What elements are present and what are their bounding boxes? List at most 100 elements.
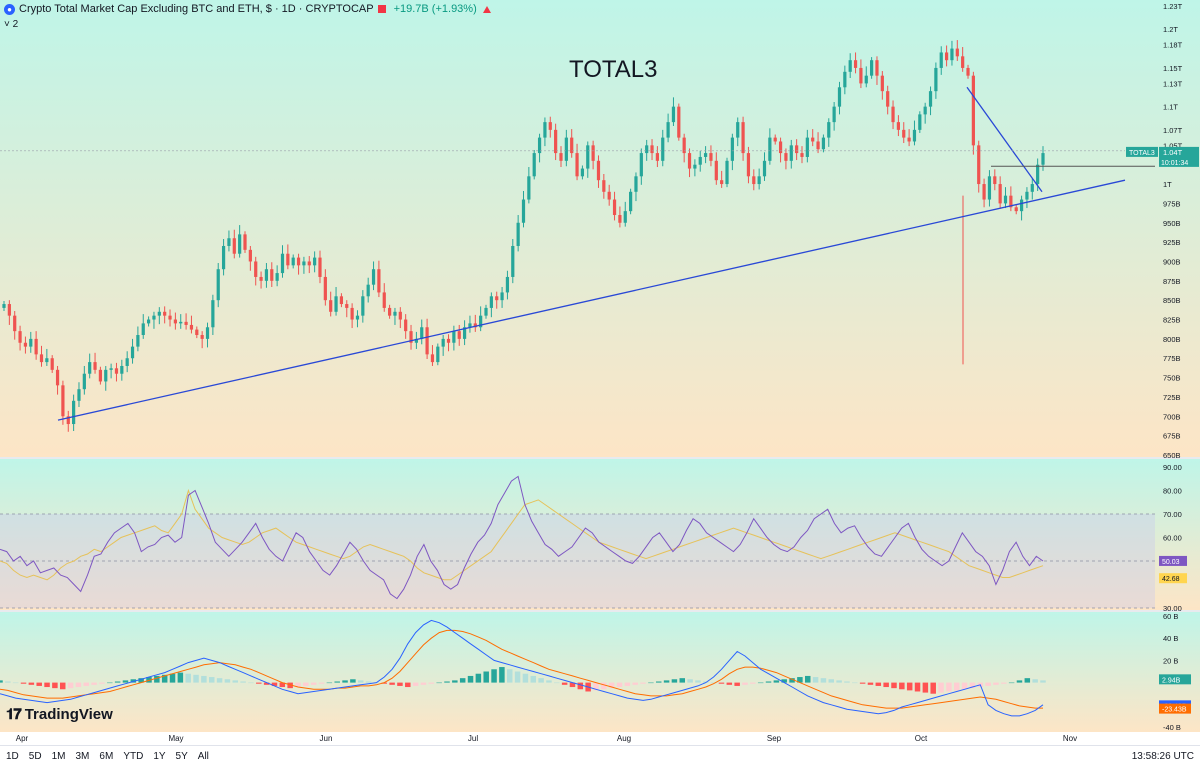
candle[interactable] (746, 153, 751, 177)
candle[interactable] (1019, 199, 1024, 212)
candle[interactable] (146, 319, 151, 324)
candle[interactable] (977, 145, 981, 185)
candle[interactable] (313, 257, 317, 266)
candle[interactable] (93, 362, 97, 370)
candle[interactable] (243, 234, 247, 250)
candle[interactable] (50, 358, 54, 370)
candle[interactable] (762, 160, 767, 177)
candle[interactable] (998, 184, 1002, 204)
candle[interactable] (671, 106, 676, 123)
candle[interactable] (993, 176, 997, 185)
candle[interactable] (82, 373, 86, 390)
chart-annotation-text[interactable]: TOTAL3 (569, 56, 658, 83)
candle[interactable] (741, 122, 745, 154)
candle[interactable] (291, 257, 295, 266)
candle[interactable] (366, 284, 370, 297)
candle[interactable] (104, 369, 108, 382)
candle[interactable] (66, 416, 70, 425)
candle[interactable] (205, 327, 210, 339)
candle[interactable] (329, 300, 333, 312)
candle[interactable] (880, 75, 884, 92)
candle[interactable] (591, 145, 595, 161)
candle[interactable] (639, 153, 643, 177)
candle[interactable] (548, 122, 552, 130)
candle[interactable] (966, 67, 970, 76)
candle[interactable] (650, 145, 654, 154)
candle[interactable] (227, 238, 231, 246)
candle[interactable] (596, 160, 601, 181)
candle[interactable] (141, 323, 145, 336)
candle[interactable] (109, 368, 113, 370)
timeframe-1d[interactable]: 1D (6, 751, 19, 762)
macd-line[interactable] (0, 619, 1044, 717)
candle[interactable] (928, 91, 933, 107)
candle[interactable] (479, 315, 483, 328)
support-trendline[interactable] (57, 179, 1126, 421)
candle[interactable] (404, 319, 408, 332)
candle[interactable] (586, 145, 590, 169)
candle[interactable] (495, 296, 499, 301)
candle[interactable] (355, 315, 360, 320)
candle[interactable] (130, 346, 135, 359)
candle[interactable] (505, 276, 510, 293)
rsi-ma-line[interactable] (0, 488, 1044, 581)
candle[interactable] (800, 153, 804, 157)
candle[interactable] (666, 122, 670, 138)
candle[interactable] (232, 238, 236, 254)
candle[interactable] (500, 292, 504, 301)
candle[interactable] (923, 106, 927, 115)
candle[interactable] (361, 296, 365, 316)
candle[interactable] (554, 129, 558, 154)
candle[interactable] (725, 160, 729, 185)
candle[interactable] (527, 176, 531, 200)
candle[interactable] (575, 153, 579, 177)
candle[interactable] (114, 368, 119, 374)
candle[interactable] (18, 331, 22, 343)
macd-signal-line[interactable] (0, 629, 1043, 709)
candle[interactable] (811, 137, 815, 142)
candle[interactable] (886, 91, 890, 107)
indicators-toggle[interactable]: ˅ 2 (4, 19, 19, 30)
candle[interactable] (45, 358, 49, 363)
candle[interactable] (709, 153, 713, 161)
candle[interactable] (72, 400, 76, 425)
candle[interactable] (2, 304, 6, 308)
candle[interactable] (516, 222, 520, 246)
candle[interactable] (891, 106, 895, 123)
candle[interactable] (430, 354, 435, 363)
candle[interactable] (55, 369, 60, 386)
candle[interactable] (816, 141, 820, 150)
candle[interactable] (323, 276, 327, 301)
candle[interactable] (521, 199, 526, 223)
candle[interactable] (1025, 191, 1029, 200)
candle[interactable] (452, 331, 456, 343)
candle[interactable] (837, 87, 842, 107)
tradingview-logo[interactable]: 𝟏𝟕 TradingView (6, 706, 113, 723)
candle[interactable] (832, 106, 836, 123)
candle[interactable] (853, 60, 858, 68)
candle[interactable] (602, 180, 606, 192)
candle[interactable] (961, 56, 965, 68)
candle[interactable] (703, 153, 708, 157)
candle[interactable] (393, 311, 397, 316)
candle[interactable] (457, 331, 461, 339)
candle[interactable] (875, 60, 879, 76)
candle[interactable] (184, 321, 188, 325)
candle[interactable] (88, 362, 92, 374)
candle[interactable] (173, 319, 177, 324)
timeframe-all[interactable]: All (197, 751, 209, 762)
candle[interactable] (200, 335, 204, 339)
candle[interactable] (29, 338, 33, 347)
candle[interactable] (13, 315, 17, 332)
candle[interactable] (157, 311, 161, 316)
candle[interactable] (409, 331, 413, 343)
candle[interactable] (254, 261, 258, 277)
candle[interactable] (580, 168, 585, 177)
candle[interactable] (414, 338, 418, 343)
candle[interactable] (270, 269, 274, 281)
chart-canvas[interactable]: 1.23T 1.2T 1.18T 1.15T 1.13T 1.1T 1.07T 1.05T 1T… (0, 0, 1200, 745)
candle[interactable] (564, 137, 568, 161)
candle[interactable] (971, 75, 975, 146)
timeframe-3m[interactable]: 3M (75, 751, 90, 762)
candle[interactable] (752, 176, 756, 185)
